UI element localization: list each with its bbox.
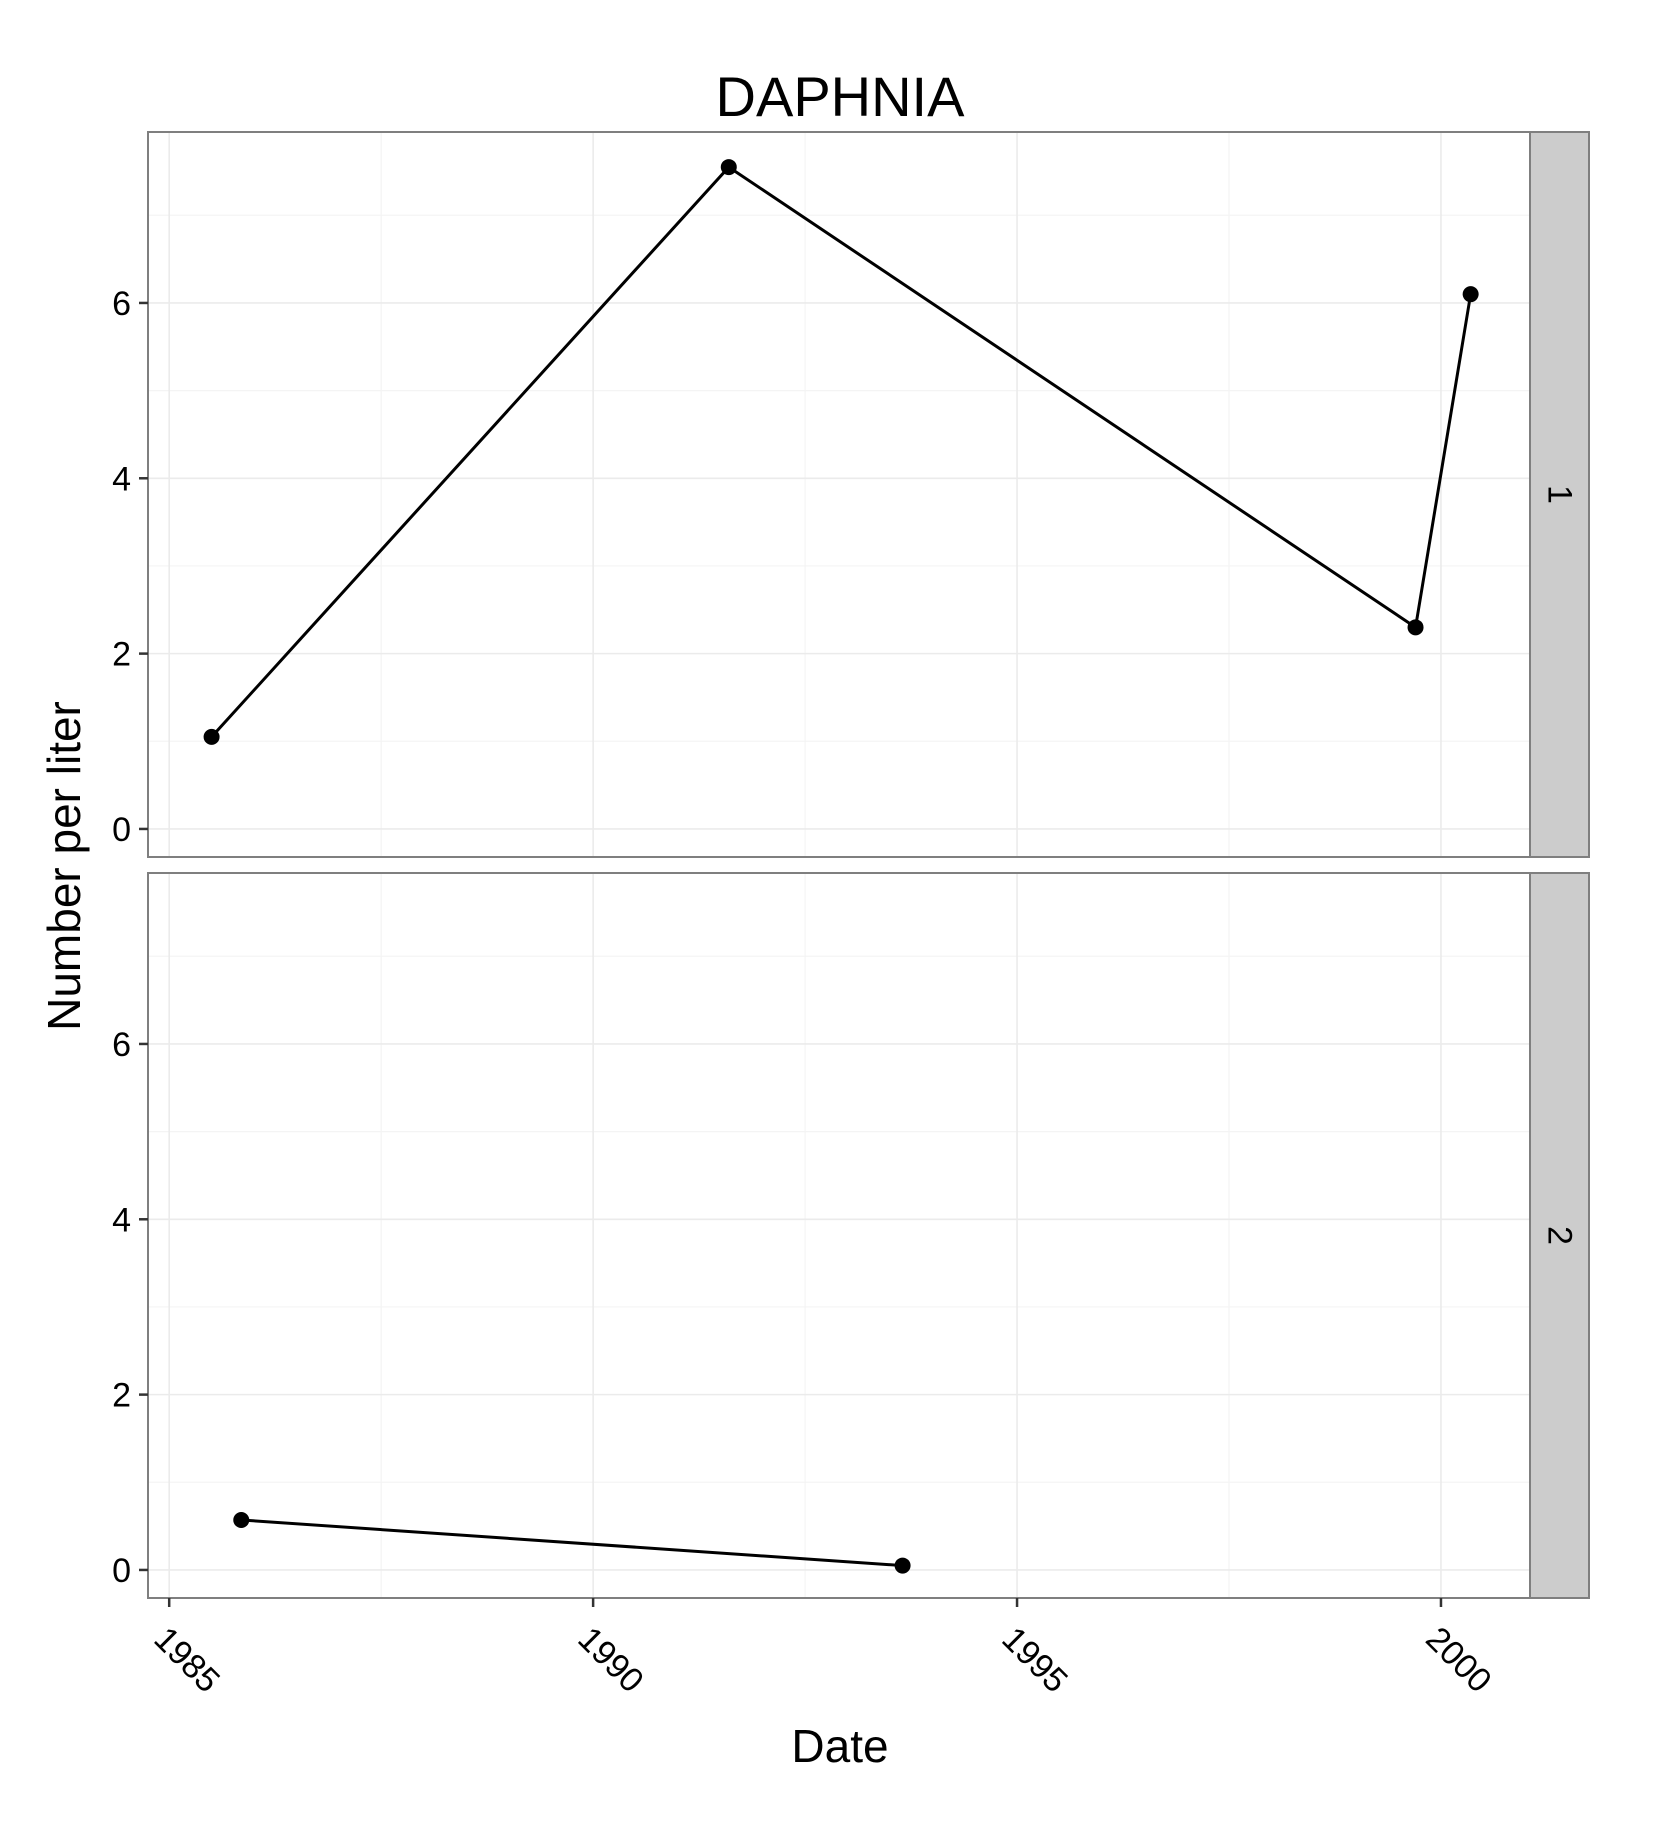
data-point [1407, 619, 1424, 636]
panel-background [147, 131, 1531, 858]
data-point [894, 1557, 911, 1574]
panel-background [147, 872, 1531, 1599]
y-tick-label: 4 [112, 460, 131, 498]
series-line [241, 1518, 903, 1568]
y-axis-title: Number per liter [38, 701, 90, 1031]
x-tick-label: 2000 [1418, 1620, 1498, 1700]
data-point [203, 728, 220, 745]
chart-title: DAPHNIA [716, 65, 966, 128]
data-point [233, 1511, 250, 1528]
facet-panels: 0 2 4 6 1 0 2 4 6 2 [112, 131, 1590, 1599]
y-tick-label: 0 [112, 1552, 131, 1590]
x-axis: 1985 1990 1995 2000 [147, 1598, 1499, 1700]
data-point [1462, 286, 1479, 303]
x-tick-label: 1985 [147, 1620, 227, 1700]
data-point [720, 159, 737, 176]
y-tick-label: 0 [112, 811, 131, 849]
facet-panel-1: 0 2 4 6 1 [112, 131, 1590, 858]
x-axis-title: Date [791, 1720, 888, 1772]
y-tick-label: 2 [112, 1377, 131, 1415]
facet-panel-2: 0 2 4 6 2 [112, 872, 1590, 1599]
series-line [210, 165, 1473, 738]
y-tick-label: 6 [112, 1026, 131, 1064]
y-tick-label: 4 [112, 1201, 131, 1239]
y-tick-label: 6 [112, 285, 131, 323]
facet-strip-label: 1 [1541, 485, 1579, 504]
y-tick-label: 2 [112, 636, 131, 674]
x-tick-label: 1995 [994, 1620, 1074, 1700]
facet-strip [1529, 131, 1590, 858]
facet-strip [1529, 872, 1590, 1599]
facet-strip-label: 2 [1541, 1226, 1579, 1245]
x-tick-label: 1990 [570, 1620, 650, 1700]
